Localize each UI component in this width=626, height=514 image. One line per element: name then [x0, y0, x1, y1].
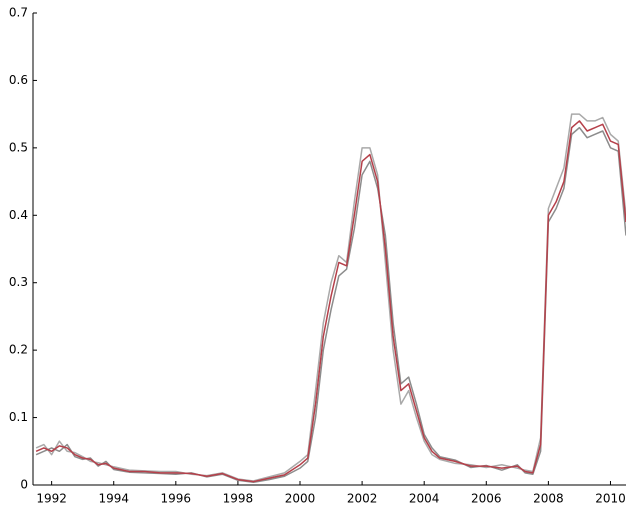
x-tick-label: 2004: [409, 492, 440, 506]
y-tick-label: 0.3: [9, 275, 28, 289]
x-tick-label: 2002: [347, 492, 378, 506]
y-tick-label: 0: [20, 478, 28, 492]
x-tick-label: 1996: [161, 492, 192, 506]
y-tick-label: 0.7: [9, 6, 28, 20]
y-tick-label: 0.1: [9, 410, 28, 424]
y-tick-label: 0.2: [9, 343, 28, 357]
series-line: [35, 120, 626, 483]
x-tick-label: 1992: [36, 492, 67, 506]
y-tick-label: 0.5: [9, 140, 28, 154]
x-tick-label: 1994: [98, 492, 129, 506]
x-tick-label: 1998: [223, 492, 254, 506]
y-tick-label: 0.4: [9, 208, 28, 222]
x-tick-label: 2010: [595, 492, 626, 506]
x-tick-label: 2006: [471, 492, 502, 506]
series-line: [35, 113, 626, 482]
x-tick-label: 2000: [285, 492, 316, 506]
y-tick-label: 0.6: [9, 73, 28, 87]
series-line: [35, 126, 626, 484]
x-tick-label: 2008: [533, 492, 564, 506]
